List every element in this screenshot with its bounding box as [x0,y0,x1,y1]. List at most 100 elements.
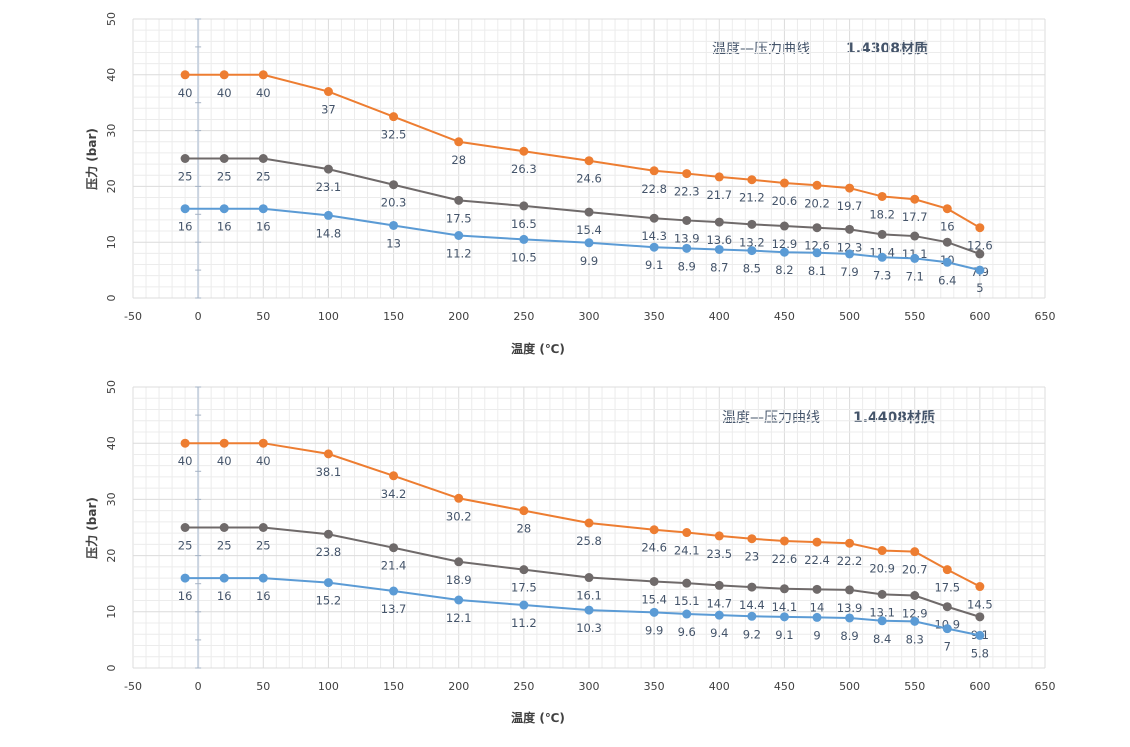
data-point-blue [812,248,822,258]
data-label-gray: 17.5 [511,581,537,595]
data-label-blue: 7.9 [840,265,858,279]
x-tick-label: 450 [774,310,795,323]
data-point-orange [180,70,190,80]
data-point-orange [942,565,952,575]
data-label-gray: 15.1 [674,594,700,608]
data-label-orange: 28 [451,153,466,167]
data-label-gray: 23.8 [316,545,342,559]
data-point-blue [747,611,757,621]
data-label-blue: 7.3 [873,268,891,282]
data-point-orange [219,438,229,448]
data-point-gray [682,215,692,225]
data-label-blue: 9.9 [645,623,663,637]
chart-title-material: 1.4308材质 [846,40,928,57]
data-point-gray [258,523,268,532]
data-point-gray [877,589,887,599]
data-point-blue [845,249,855,259]
data-point-orange [942,204,952,214]
x-tick-label: 250 [513,680,534,693]
data-point-blue [519,234,529,244]
data-point-gray [747,219,757,229]
x-tick-label: 200 [448,310,469,323]
data-point-gray [180,154,190,163]
y-tick-label: 10 [105,235,118,249]
data-label-gray: 14.7 [706,596,732,610]
data-label-gray: 13.2 [739,235,765,249]
data-point-gray [323,529,333,539]
x-tick-label: 0 [195,680,202,693]
data-label-gray: 17.5 [446,211,472,225]
data-label-gray: 25 [178,170,193,184]
data-label-blue: 16 [178,220,193,234]
data-label-orange: 22.3 [674,185,700,199]
data-label-blue: 14.8 [316,226,342,240]
data-point-orange [649,525,659,535]
data-point-orange [910,547,920,557]
data-point-orange [649,166,659,176]
data-label-blue: 8.2 [775,263,793,277]
data-label-blue: 9.9 [580,254,598,268]
x-tick-label: 650 [1035,310,1056,323]
data-point-blue [454,595,464,605]
data-label-blue: 15.2 [316,594,342,608]
x-tick-label: 300 [579,680,600,693]
data-point-orange [779,536,789,546]
data-point-orange [389,471,399,481]
x-tick-label: 150 [383,680,404,693]
x-tick-label: 250 [513,310,534,323]
series-orange: 40 40 40 38.1 34.2 30.2 28 25.8 24.6 24.1 23.5 23 22… [178,438,993,612]
data-label-gray: 25 [217,539,232,553]
x-tick-label: 550 [904,680,925,693]
data-label-blue: 11.2 [511,616,537,630]
x-tick-label: 100 [318,680,339,693]
data-point-blue [877,616,887,626]
data-point-gray [454,557,464,567]
data-label-orange: 23 [745,550,760,564]
data-point-orange [975,582,985,592]
data-point-blue [942,624,952,634]
data-label-orange: 14.5 [967,598,993,612]
x-tick-label: 200 [448,680,469,693]
data-label-orange: 26.3 [511,162,537,176]
data-label-gray: 16.1 [576,589,602,603]
data-point-orange [975,223,985,233]
x-tick-label: 450 [774,680,795,693]
data-label-gray: 25 [256,539,271,553]
data-point-orange [877,546,887,556]
data-point-gray [942,602,952,612]
y-tick-label: 20 [105,549,118,563]
data-label-gray: 23.1 [316,180,342,194]
x-tick-label: 600 [969,310,990,323]
data-label-orange: 40 [217,454,232,468]
data-point-blue [323,210,333,220]
data-point-orange [747,534,757,544]
data-label-orange: 32.5 [381,128,407,142]
data-point-orange [714,531,724,541]
data-label-gray: 16.5 [511,217,537,231]
data-point-blue [219,204,229,214]
data-point-blue [877,252,887,262]
data-label-orange: 22.4 [804,553,830,567]
data-point-orange [779,178,789,188]
data-point-gray [812,223,822,233]
data-label-blue: 16 [217,589,232,603]
y-axis-title: 压力 (bar) [84,128,99,190]
data-label-gray: 25 [217,170,232,184]
data-label-gray: 13.9 [674,231,700,245]
y-tick-label: 40 [105,68,118,82]
chart-1-4408: 温度—压力曲线 1.4408材质 温度 (℃) 压力 (bar) -50 0 50 1… [84,380,1056,725]
y-tick-label: 30 [105,124,118,138]
data-label-orange: 28 [517,522,532,536]
data-point-orange [323,87,333,97]
data-label-orange: 21.7 [706,188,732,202]
x-tick-label: 650 [1035,680,1056,693]
data-label-blue: 9.1 [645,258,663,272]
data-label-orange: 20.6 [772,194,798,208]
data-point-gray [779,584,789,594]
y-tick-label: 20 [105,179,118,193]
data-label-blue: 5 [976,281,983,295]
data-label-orange: 19.7 [837,199,863,213]
data-point-blue [779,247,789,257]
data-label-blue: 8.9 [678,259,696,273]
data-point-gray [519,201,529,211]
